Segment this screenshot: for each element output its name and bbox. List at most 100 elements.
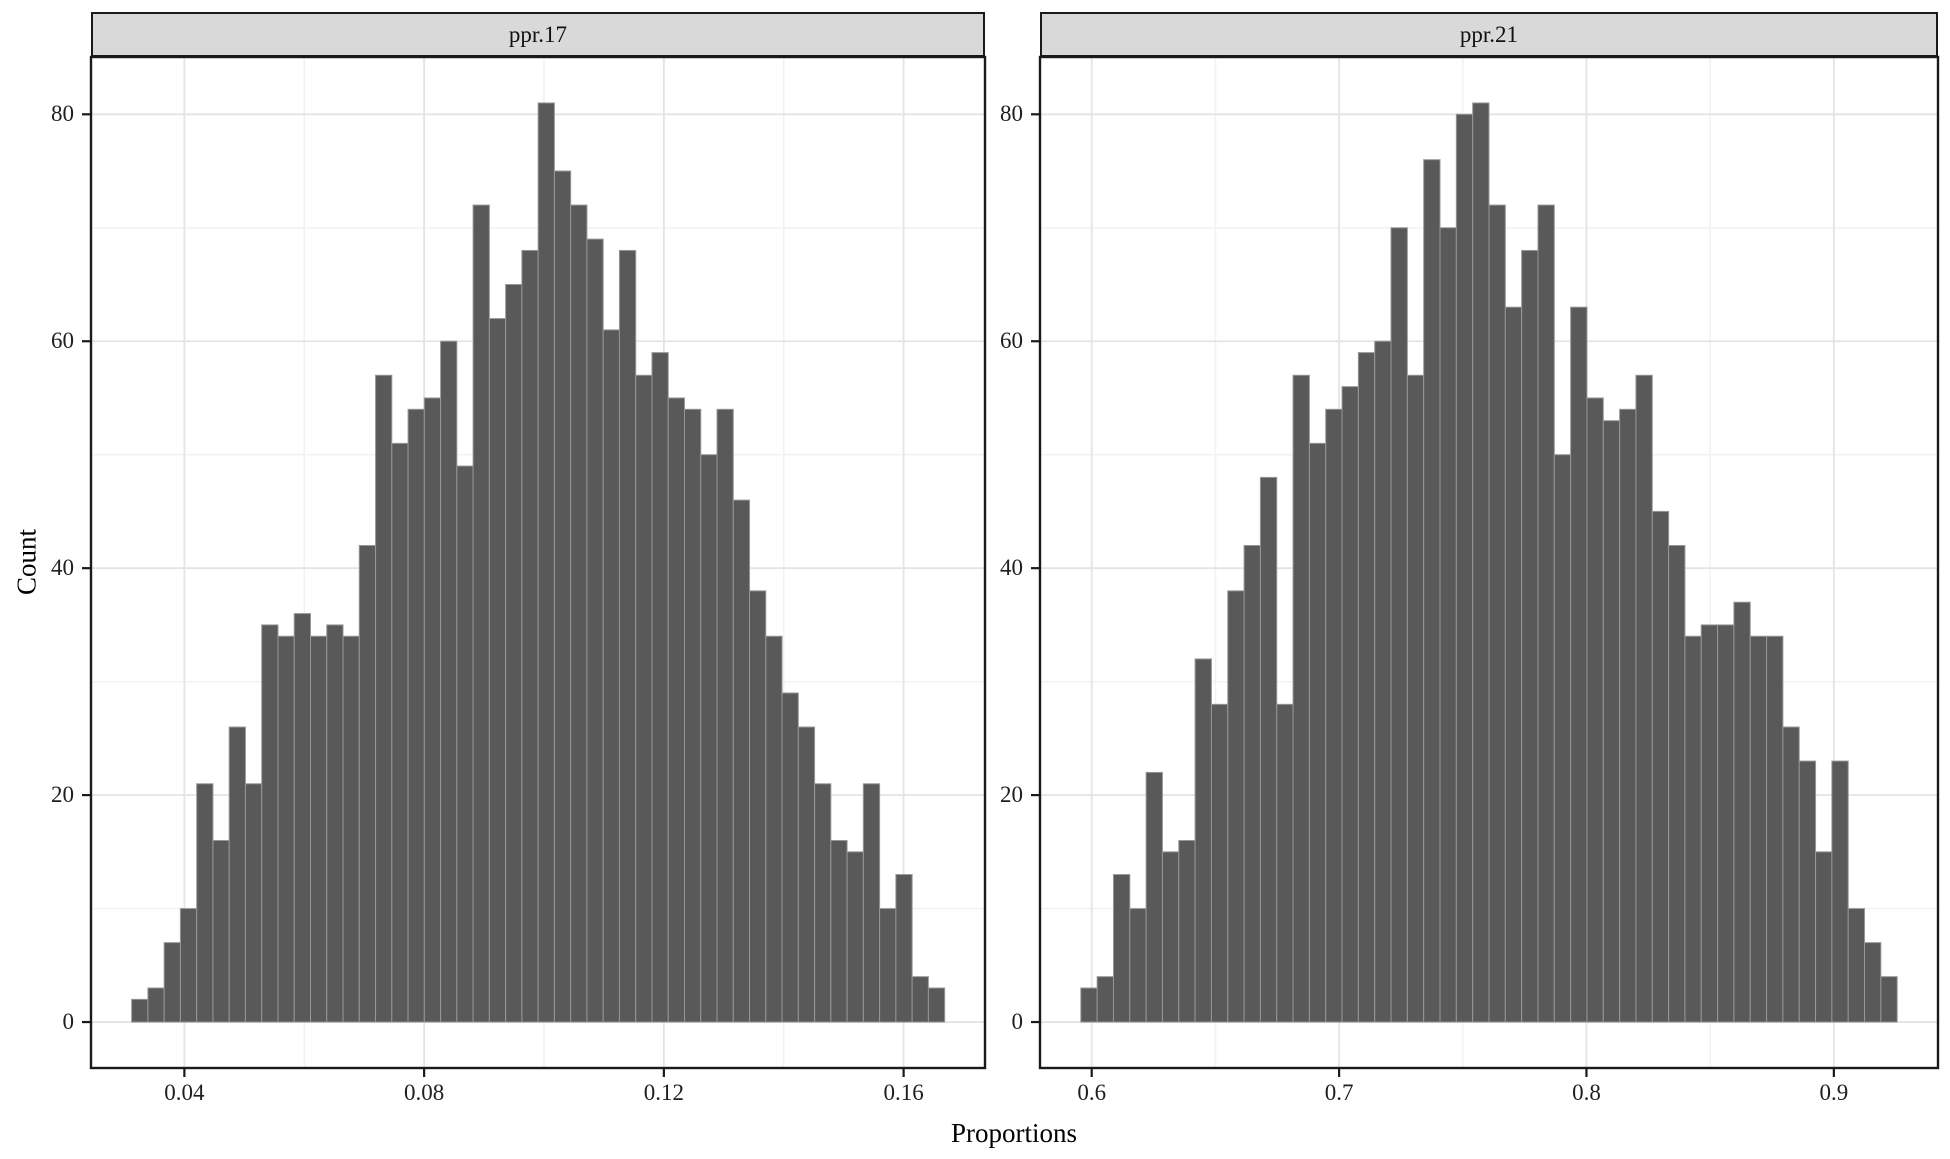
histogram-bar (895, 874, 913, 1023)
histogram-bar (618, 249, 637, 1023)
histogram-bars-ppr.17 (131, 102, 946, 1023)
histogram-bar (131, 998, 149, 1023)
histogram-bar (1602, 420, 1621, 1023)
histogram-bar (1455, 113, 1474, 1023)
histogram-bar (1798, 760, 1817, 1023)
x-tick-label: 0.04 (164, 1080, 205, 1105)
histogram-bar (602, 329, 620, 1023)
histogram-bar (488, 318, 507, 1023)
histogram-bar (1717, 624, 1735, 1023)
x-tick-label: 0.7 (1324, 1080, 1354, 1105)
facet-title-ppr17: ppr.17 (508, 21, 568, 47)
histogram-bar (1472, 102, 1490, 1023)
histogram-bar (1488, 204, 1506, 1023)
x-tick-label: 0.08 (403, 1080, 445, 1105)
histogram-bar (1161, 851, 1180, 1023)
histogram-bar (570, 204, 588, 1023)
histogram-bar (277, 635, 295, 1023)
y-tick-label: 20 (1000, 782, 1023, 808)
histogram-bar (1553, 454, 1572, 1023)
histogram-bar (732, 499, 751, 1023)
facet-panel-ppr.17 (82, 55, 987, 1077)
histogram-bar (651, 352, 669, 1023)
histogram-bar (537, 102, 555, 1023)
axis-ticks (1031, 113, 1835, 1077)
histogram-bar (1390, 227, 1408, 1023)
histogram-bar (830, 839, 848, 1023)
facet-strip-ppr17: ppr.17 (91, 12, 985, 57)
x-axis-title: Proportions (950, 1118, 1078, 1148)
histogram-bar (1357, 352, 1376, 1023)
histogram-bar (1145, 771, 1163, 1023)
histogram-bar (846, 851, 864, 1023)
histogram-bar (1341, 386, 1359, 1023)
histogram-bar (879, 908, 897, 1023)
histogram-bar (440, 340, 458, 1023)
axis-ticks (82, 113, 905, 1077)
x-tick-label: 0.16 (883, 1080, 924, 1105)
histogram-bar (1504, 306, 1523, 1023)
histogram-bar (1423, 159, 1441, 1023)
y-tick-label: 40 (1000, 555, 1023, 581)
histogram-bar (700, 454, 718, 1023)
y-tick-label: 40 (51, 555, 74, 581)
histogram-bar (1276, 703, 1294, 1023)
histogram-bar (1831, 760, 1849, 1023)
histogram-bar (1815, 851, 1833, 1023)
x-tick-label: 0.6 (1077, 1080, 1107, 1105)
histogram-bar (765, 635, 783, 1023)
histogram-bar (375, 374, 393, 1023)
histogram-bar (310, 635, 328, 1023)
histogram-bar (1619, 408, 1637, 1023)
histogram-bar (667, 397, 685, 1023)
histogram-bar (1178, 839, 1196, 1023)
histogram-bar (1864, 942, 1882, 1023)
histogram-bar (1210, 703, 1229, 1023)
panel-border (1038, 55, 1940, 1070)
histogram-bar (1782, 726, 1800, 1023)
histogram-bar (1292, 374, 1310, 1023)
histogram-bar (862, 783, 881, 1023)
histogram-bar (1880, 976, 1898, 1023)
histogram-bar (293, 613, 312, 1023)
histogram-bar (358, 544, 377, 1023)
histogram-bar (683, 408, 702, 1023)
x-tick-label: 0.12 (643, 1080, 684, 1105)
histogram-bar (342, 635, 360, 1023)
histogram-bar (163, 942, 181, 1023)
histogram-bar (423, 397, 442, 1023)
histogram-bar (261, 624, 279, 1023)
histogram-bar (1259, 476, 1278, 1023)
histogram-bar (1406, 374, 1425, 1023)
histogram-bar (1194, 658, 1212, 1023)
histogram-bar (1080, 987, 1098, 1023)
x-tick-label: 0.9 (1819, 1080, 1849, 1105)
panel-border (89, 55, 987, 1070)
histogram-bar (147, 987, 165, 1023)
y-tick-label: 0 (62, 1009, 75, 1035)
histogram-bar (521, 249, 539, 1023)
y-tick-label: 0 (1011, 1009, 1024, 1035)
histogram-bar (1243, 544, 1261, 1023)
histogram-bar (179, 908, 198, 1023)
histogram-bars-ppr.21 (1080, 102, 1898, 1023)
histogram-bar (1325, 408, 1343, 1023)
histogram-bar (635, 374, 653, 1023)
histogram-bar (1537, 204, 1555, 1023)
histogram-bar (196, 783, 214, 1023)
y-tick-label: 20 (51, 782, 74, 808)
facet-strip-ppr21: ppr.21 (1040, 12, 1938, 57)
y-tick-label: 60 (51, 328, 74, 354)
histogram-bar (456, 465, 474, 1023)
histogram-bar (911, 976, 929, 1023)
histogram-bar (716, 408, 734, 1023)
histogram-bar (553, 170, 572, 1023)
histogram-bar (1766, 635, 1784, 1023)
histogram-bar (212, 839, 230, 1023)
y-tick-label: 80 (51, 101, 74, 127)
histogram-bar (326, 624, 344, 1023)
histogram-bar (814, 783, 832, 1023)
histogram-bar (1227, 590, 1245, 1023)
histogram-bar (1586, 397, 1604, 1023)
